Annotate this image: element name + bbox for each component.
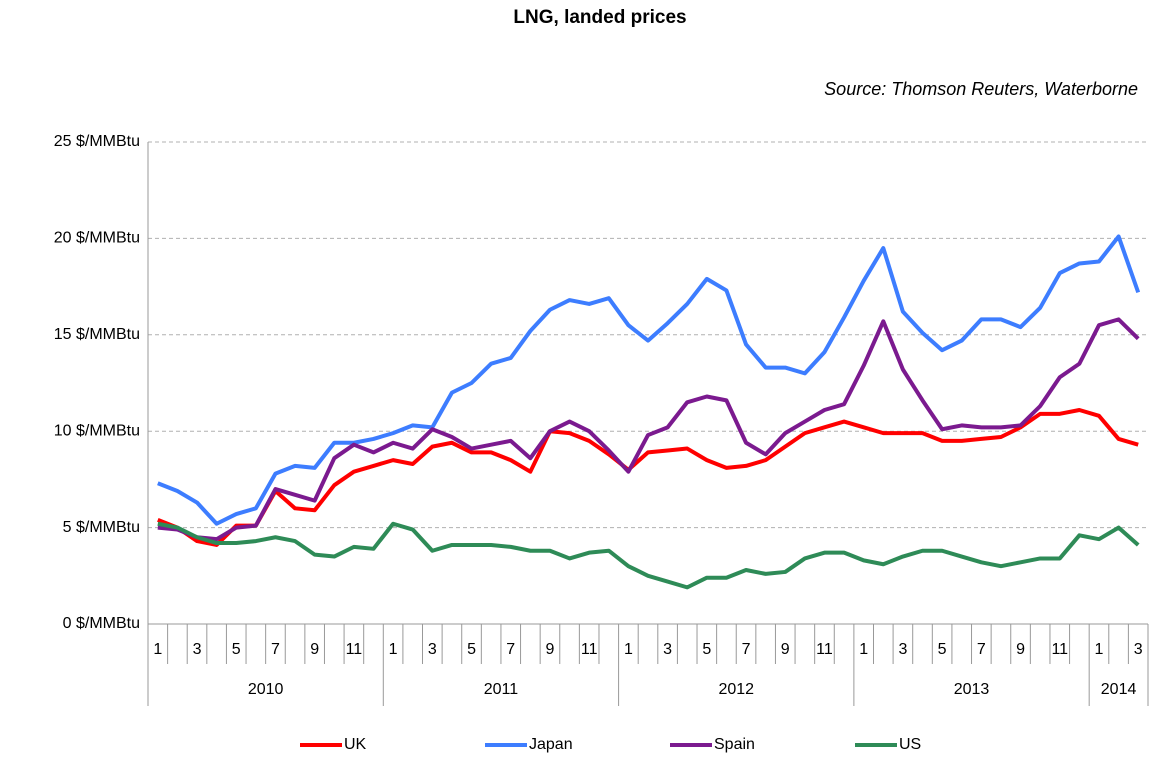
x-tick-label: 1: [389, 641, 398, 658]
x-tick-label: 1: [859, 641, 868, 658]
x-tick-label: 3: [1134, 641, 1143, 658]
y-tick-label: 0 $/MMBtu: [63, 615, 140, 632]
x-tick-label: 1: [624, 641, 633, 658]
x-tick-label: 3: [428, 641, 437, 658]
y-tick-label: 20 $/MMBtu: [54, 230, 140, 247]
series-line: [157, 407, 1139, 547]
x-tick-label: 9: [546, 641, 555, 658]
series-line: [157, 234, 1141, 526]
x-tick-label: 7: [271, 641, 280, 658]
y-tick-label: 5 $/MMBtu: [63, 519, 140, 536]
year-label: 2012: [718, 681, 754, 698]
y-tick-label: 10 $/MMBtu: [54, 422, 140, 439]
legend-label: Japan: [529, 736, 573, 753]
x-tick-label: 7: [742, 641, 751, 658]
x-tick-label: 3: [663, 641, 672, 658]
x-tick-label: 5: [938, 641, 947, 658]
x-tick-label: 1: [1095, 641, 1104, 658]
x-tick-label: 3: [193, 641, 202, 658]
legend-label: US: [899, 736, 921, 753]
x-tick-label: 11: [1051, 641, 1068, 658]
y-tick-label: 25 $/MMBtu: [54, 133, 140, 150]
chart-title: LNG, landed prices: [513, 7, 686, 28]
x-tick-label: 9: [310, 641, 319, 658]
x-tick-label: 11: [816, 641, 833, 658]
y-tick-label: 15 $/MMBtu: [54, 326, 140, 343]
x-tick-label: 5: [232, 641, 241, 658]
chart-source: Source: Thomson Reuters, Waterborne: [824, 79, 1138, 99]
x-tick-label: 1: [153, 641, 162, 658]
x-tick-label: 5: [702, 641, 711, 658]
year-label: 2013: [954, 681, 990, 698]
legend-label: UK: [344, 736, 367, 753]
x-tick-label: 11: [581, 641, 598, 658]
x-tick-label: 3: [898, 641, 907, 658]
x-tick-label: 9: [1016, 641, 1025, 658]
x-tick-label: 5: [467, 641, 476, 658]
legend-label: Spain: [714, 736, 755, 753]
year-label: 2011: [484, 681, 519, 698]
x-tick-label: 11: [346, 641, 363, 658]
x-tick-label: 7: [977, 641, 986, 658]
x-tick-label: 7: [506, 641, 515, 658]
year-label: 2014: [1101, 681, 1137, 698]
x-tick-label: 9: [781, 641, 790, 658]
year-label: 2010: [248, 681, 284, 698]
series-line: [157, 521, 1140, 590]
series-line: [157, 317, 1140, 542]
